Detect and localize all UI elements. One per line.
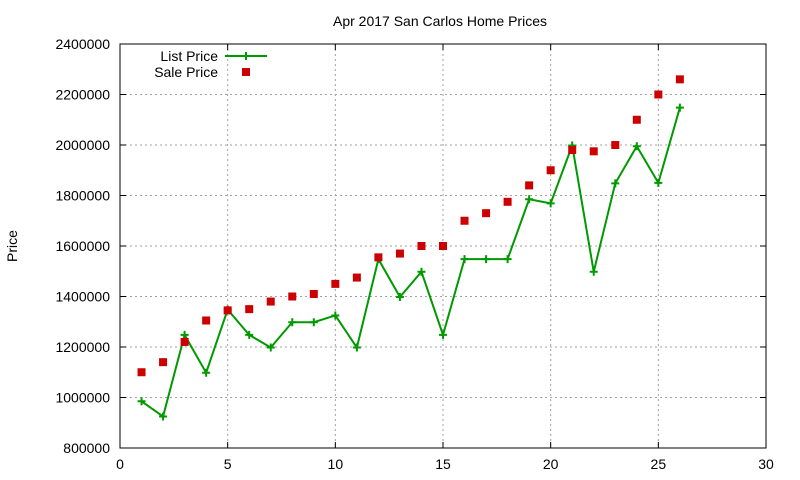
list-price-point xyxy=(395,293,404,302)
legend-label: Sale Price xyxy=(154,64,218,80)
list-price-point xyxy=(525,195,534,204)
legend-label: List Price xyxy=(160,48,218,64)
sale-price-point xyxy=(417,242,426,250)
sale-price-point xyxy=(482,209,491,218)
list-price-point xyxy=(503,255,512,264)
list-price-point xyxy=(482,255,491,264)
sale-price-point xyxy=(180,337,189,346)
x-tick-label: 20 xyxy=(543,456,559,472)
series-area xyxy=(137,75,684,421)
y-tick-label: 1800000 xyxy=(55,188,110,204)
y-axis-label: Price xyxy=(4,230,20,262)
list-price-point xyxy=(159,412,168,421)
sale-price-point xyxy=(439,242,447,250)
x-tick-label: 10 xyxy=(328,456,344,472)
y-tick-label: 800000 xyxy=(63,440,110,456)
sale-price-point xyxy=(266,297,275,306)
x-tick-label: 25 xyxy=(651,456,667,472)
list-price-point xyxy=(460,255,469,264)
y-tick-label: 2400000 xyxy=(55,36,110,52)
list-price-point xyxy=(331,311,340,320)
series-list-price xyxy=(137,103,684,421)
sale-price-point xyxy=(503,197,512,206)
sale-price-point xyxy=(309,289,318,298)
series-sale-price xyxy=(137,75,684,377)
y-tick-label: 2000000 xyxy=(55,137,110,153)
list-price-point xyxy=(439,330,447,339)
sale-price-point xyxy=(395,249,404,258)
list-price-point xyxy=(611,179,620,188)
sale-price-point xyxy=(675,75,684,84)
list-price-point xyxy=(654,178,663,187)
sale-price-point xyxy=(245,305,254,314)
chart-title: Apr 2017 San Carlos Home Prices xyxy=(333,13,547,29)
list-price-point xyxy=(180,330,189,339)
legend-plus-marker xyxy=(242,52,250,60)
legend-square-marker xyxy=(242,68,250,76)
list-price-point xyxy=(589,267,598,276)
y-tick-label: 1600000 xyxy=(55,238,110,254)
sale-price-point xyxy=(525,181,534,190)
list-price-line xyxy=(140,107,681,419)
y-tick-label: 1400000 xyxy=(55,289,110,305)
sale-price-point xyxy=(654,90,663,99)
y-tick-label: 2200000 xyxy=(55,87,110,103)
x-tick-label: 5 xyxy=(224,456,232,472)
sale-price-point xyxy=(632,115,641,124)
x-tick-label: 0 xyxy=(116,456,124,472)
axis-ticks: 800000 1000000 1200000 1400000 1600000 180000… xyxy=(55,36,774,472)
list-price-point xyxy=(632,142,641,151)
sale-price-point xyxy=(352,273,361,282)
sale-price-point xyxy=(137,368,146,377)
list-price-point xyxy=(245,330,254,339)
y-tick-label: 1200000 xyxy=(55,339,110,355)
x-tick-label: 15 xyxy=(435,456,451,472)
sale-price-point xyxy=(568,146,577,155)
x-tick-label: 30 xyxy=(758,456,774,472)
list-price-point xyxy=(352,343,361,352)
list-price-point xyxy=(546,199,555,208)
list-price-point xyxy=(137,397,146,406)
y-tick-label: 1000000 xyxy=(55,390,110,406)
sale-price-point xyxy=(611,141,620,149)
sale-price-point xyxy=(546,166,555,175)
sale-price-point xyxy=(159,358,168,367)
list-price-point xyxy=(288,318,297,327)
sale-price-point xyxy=(331,279,340,288)
sale-price-point xyxy=(202,316,211,325)
list-price-point xyxy=(309,318,318,327)
list-price-point xyxy=(202,368,211,377)
list-price-point xyxy=(417,267,426,276)
list-price-point xyxy=(675,103,684,112)
sale-price-point xyxy=(589,147,598,156)
sale-price-point xyxy=(288,292,297,301)
sale-price-point xyxy=(223,306,232,315)
sale-price-point xyxy=(374,253,383,262)
list-price-point xyxy=(266,343,275,352)
sale-price-point xyxy=(460,216,469,225)
